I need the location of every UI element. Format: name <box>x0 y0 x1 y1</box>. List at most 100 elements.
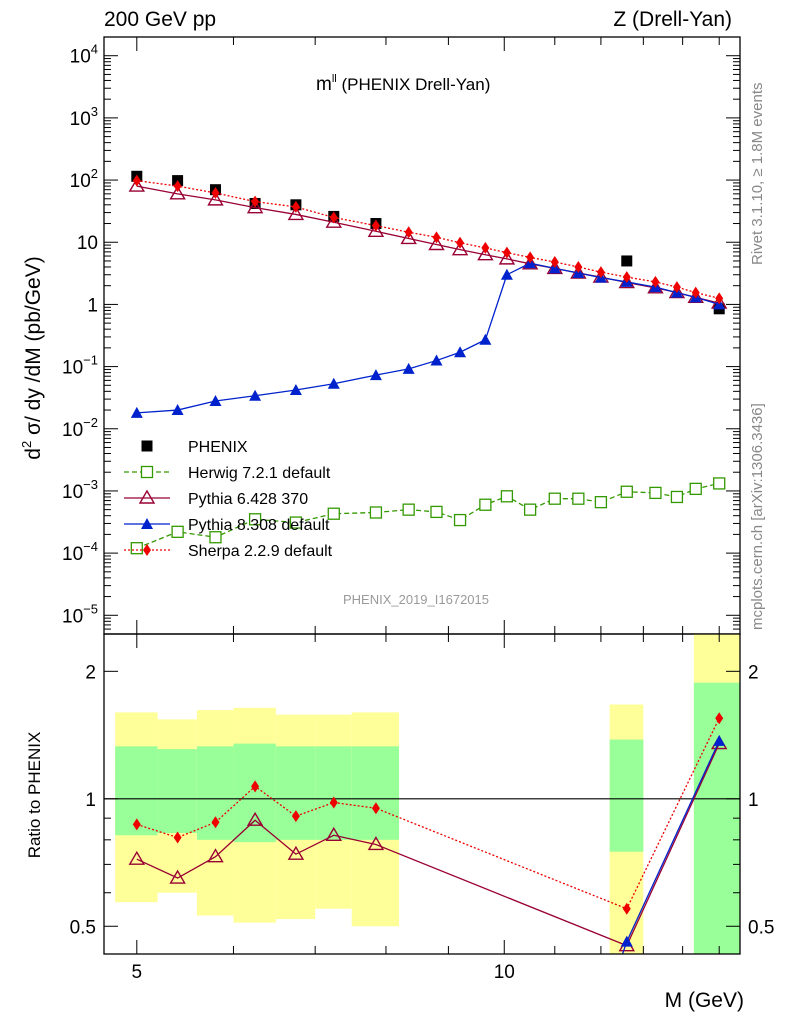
inner-uncertainty-band-8 <box>693 682 740 954</box>
sherpa-2-2-9-default-line <box>136 179 720 300</box>
inner-uncertainty-band-1 <box>157 749 197 834</box>
sherpa-2-2-9-default-point-8 <box>715 712 724 725</box>
pythia-8-308-default-point-2 <box>209 394 222 406</box>
herwig-7-2-1-default-point-14 <box>572 492 585 505</box>
sherpa-2-2-9-default-point-4 <box>291 810 300 823</box>
pythia-6-428-370-line <box>136 185 720 304</box>
pythia-8-308-default-point-1 <box>620 935 633 947</box>
sherpa-2-2-9-default-point-8 <box>432 231 441 244</box>
pythia-6-428-370-line <box>136 743 720 947</box>
sherpa-2-2-9-default-point-5 <box>329 211 338 224</box>
ratio-plot-frame <box>103 633 741 955</box>
ratio-y-tick-label-left-2: 0.5 <box>70 917 96 938</box>
herwig-7-2-1-default-point-2 <box>209 531 222 544</box>
herwig-7-2-1-default-point-13 <box>548 492 561 505</box>
pythia-6-428-370-point-7 <box>400 230 417 245</box>
inner-uncertainty-band-6 <box>351 746 400 840</box>
sherpa-2-2-9-default-point-3 <box>251 195 260 208</box>
main-y-tick-label-2: 102 <box>70 166 98 192</box>
pythia-8-308-default-point-11 <box>500 268 513 280</box>
main-y-tick-label-3: 10 <box>77 233 98 254</box>
herwig-7-2-1-default-point-0 <box>130 542 143 555</box>
sherpa-2-2-9-default-point-0 <box>132 818 141 831</box>
main-y-tick-label-1: 103 <box>70 104 98 130</box>
pythia-6-428-370-point-4 <box>287 206 305 221</box>
ratio-axis-ticks <box>104 634 740 954</box>
main-plot-series <box>128 170 728 555</box>
herwig-7-2-1-default-point-15 <box>594 496 608 509</box>
herwig-7-2-1-default-point-10 <box>479 498 492 511</box>
pythia-6-428-370-point-12 <box>521 255 539 270</box>
plot-title-main: m <box>316 74 332 95</box>
sherpa-2-2-9-default-point-1 <box>173 831 182 844</box>
ratio-y-tick-label-right-1: 1 <box>748 790 759 811</box>
ratio-y-tick-label-left-0: 2 <box>85 662 96 683</box>
sherpa-2-2-9-default-point-14 <box>574 260 583 273</box>
main-y-tick-label-0: 104 <box>70 42 98 68</box>
inner-uncertainty-band-7 <box>609 739 644 852</box>
legend-marker-pythia-6-428-370 <box>138 489 156 504</box>
sherpa-2-2-9-default-point-1 <box>173 180 182 193</box>
ratio-uncertainty-bands <box>115 634 740 954</box>
herwig-7-2-1-default-point-9 <box>453 513 467 527</box>
sherpa-2-2-9-default-line <box>136 717 720 910</box>
sherpa-2-2-9-default-point-13 <box>550 256 559 269</box>
process-label: Z (Drell-Yan) <box>613 8 732 31</box>
pythia-6-428-370-point-2 <box>207 191 224 206</box>
sherpa-2-2-9-default-point-2 <box>211 186 220 199</box>
sherpa-2-2-9-default-point-10 <box>481 241 490 254</box>
ratio-y-tick-label-right-2: 0.5 <box>748 917 774 938</box>
inner-uncertainty-band-4 <box>275 746 316 840</box>
pythia-6-428-370-point-5 <box>325 213 342 228</box>
legend-marker-herwig-7-2-1-default <box>140 465 154 479</box>
sherpa-2-2-9-default-point-9 <box>456 236 465 249</box>
pythia-6-428-370-point-11 <box>498 250 516 265</box>
pythia-6-428-370-point-3 <box>246 811 264 826</box>
herwig-7-2-1-default-point-20 <box>713 477 726 490</box>
main-y-tick-label-6: 10−2 <box>62 415 98 441</box>
pythia-6-428-370-point-6 <box>367 222 385 237</box>
legend-label-pythia-6-428-370: Pythia 6.428 370 <box>188 491 308 508</box>
pythia-6-428-370-point-4 <box>287 845 305 860</box>
sherpa-2-2-9-default-point-0 <box>132 174 141 187</box>
pythia-8-308-default-point-6 <box>369 369 382 381</box>
rivet-version-label: Rivet 3.1.10, ≥ 1.8M events <box>749 83 766 266</box>
sherpa-2-2-9-default-point-20 <box>715 292 724 305</box>
ratio-y-tick-label-right-0: 2 <box>748 662 759 683</box>
inner-uncertainty-band-3 <box>233 743 276 843</box>
legend-marker-sherpa-2-2-9-default <box>143 544 151 556</box>
main-y-axis-label: d2 σ/ dy /dM (pb/GeV) <box>19 256 45 459</box>
pythia-6-428-370-point-3 <box>246 199 264 214</box>
x-tick-label-0: 5 <box>132 962 143 983</box>
herwig-7-2-1-default-point-11 <box>500 490 514 503</box>
sherpa-2-2-9-default-point-7 <box>622 902 631 915</box>
legend-label-pythia-8-308-default: Pythia 8.308 default <box>188 517 330 534</box>
pythia-8-308-default-point-8 <box>430 354 443 366</box>
ratio-plot-series <box>128 712 728 955</box>
x-axis-label: M (GeV) <box>665 989 744 1012</box>
main-axis-ticks <box>104 36 740 634</box>
pythia-8-308-default-point-10 <box>479 333 492 345</box>
herwig-7-2-1-default-point-7 <box>402 503 415 516</box>
herwig-7-2-1-default-point-4 <box>289 516 303 529</box>
herwig-7-2-1-default-point-16 <box>620 485 633 498</box>
sherpa-2-2-9-default-point-2 <box>211 816 220 829</box>
pythia-6-428-370-point-1 <box>169 185 186 200</box>
plot-title-rest: (PHENIX Drell-Yan) <box>337 75 491 94</box>
pythia-8-308-default-point-3 <box>249 389 262 401</box>
main-y-tick-label-8: 10−4 <box>62 539 98 565</box>
pythia-6-428-370-point-0 <box>128 177 146 192</box>
sherpa-2-2-9-default-point-5 <box>329 796 338 809</box>
plot-title: mll (PHENIX Drell-Yan) <box>316 73 490 95</box>
pythia-6-428-370-point-10 <box>477 246 494 261</box>
sherpa-2-2-9-default-point-19 <box>691 286 700 299</box>
pythia-6-428-370-point-1 <box>169 869 186 884</box>
legend-marker-phenix <box>141 440 153 452</box>
herwig-7-2-1-default-point-3 <box>248 513 262 526</box>
collision-label: 200 GeV pp <box>104 8 216 31</box>
pythia-6-428-370-point-9 <box>451 241 469 256</box>
herwig-7-2-1-default-point-17 <box>649 486 662 500</box>
plot-title-sup: ll <box>332 73 337 85</box>
herwig-7-2-1-default-point-12 <box>523 503 537 516</box>
